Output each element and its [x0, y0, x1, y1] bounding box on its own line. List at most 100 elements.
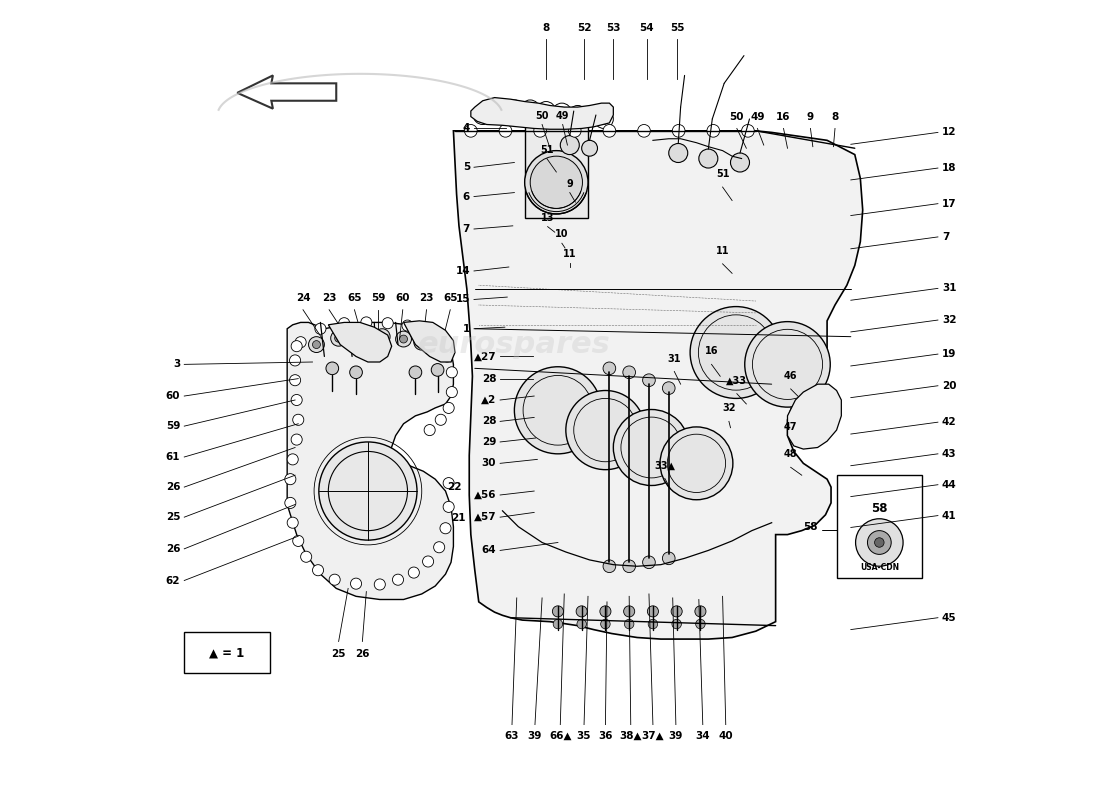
- Circle shape: [292, 341, 302, 352]
- Text: 7: 7: [942, 232, 949, 242]
- Circle shape: [642, 374, 656, 386]
- Text: 23: 23: [322, 294, 337, 303]
- Text: 65: 65: [443, 294, 458, 303]
- Text: 3: 3: [173, 359, 180, 370]
- Text: 48: 48: [784, 450, 798, 459]
- Bar: [837, 475, 922, 578]
- Circle shape: [293, 414, 304, 426]
- Text: 18: 18: [942, 163, 956, 173]
- Circle shape: [623, 366, 636, 378]
- Text: 54: 54: [639, 22, 653, 33]
- Circle shape: [350, 366, 362, 378]
- Circle shape: [374, 329, 390, 345]
- Circle shape: [319, 442, 417, 540]
- Circle shape: [600, 606, 610, 617]
- Text: 26: 26: [355, 650, 370, 659]
- Circle shape: [695, 606, 706, 617]
- Circle shape: [690, 306, 782, 398]
- Text: 30: 30: [482, 458, 496, 468]
- Text: 38▲: 38▲: [619, 731, 642, 741]
- Circle shape: [576, 619, 586, 629]
- Circle shape: [402, 320, 412, 331]
- Circle shape: [331, 330, 346, 346]
- Circle shape: [440, 522, 451, 534]
- Circle shape: [408, 567, 419, 578]
- Circle shape: [355, 330, 365, 340]
- Circle shape: [520, 100, 540, 119]
- Circle shape: [490, 102, 508, 121]
- Polygon shape: [404, 321, 455, 362]
- Text: 5: 5: [463, 162, 470, 172]
- Circle shape: [868, 530, 891, 554]
- Circle shape: [695, 619, 705, 629]
- Circle shape: [509, 104, 520, 115]
- Text: ▲33: ▲33: [726, 376, 747, 386]
- Text: 28: 28: [482, 416, 496, 426]
- Polygon shape: [453, 131, 862, 639]
- Text: 19: 19: [942, 349, 956, 359]
- Circle shape: [584, 107, 603, 126]
- Circle shape: [436, 414, 447, 426]
- Circle shape: [312, 341, 320, 349]
- Circle shape: [801, 402, 829, 430]
- Circle shape: [351, 326, 370, 345]
- Text: 49: 49: [750, 112, 764, 122]
- Text: 17: 17: [942, 198, 957, 209]
- Circle shape: [588, 111, 600, 122]
- Text: 36: 36: [598, 731, 613, 741]
- Circle shape: [287, 517, 298, 528]
- Circle shape: [285, 474, 296, 485]
- Circle shape: [741, 125, 755, 137]
- Circle shape: [525, 104, 536, 115]
- Text: ▲56: ▲56: [474, 490, 496, 500]
- Circle shape: [745, 322, 830, 407]
- Circle shape: [356, 331, 364, 339]
- Bar: [525, 119, 588, 218]
- Circle shape: [289, 374, 300, 386]
- Circle shape: [315, 323, 326, 334]
- Circle shape: [623, 560, 636, 573]
- Text: 39: 39: [528, 731, 542, 741]
- Circle shape: [464, 125, 477, 137]
- Text: 11: 11: [563, 249, 576, 259]
- Circle shape: [393, 574, 404, 586]
- Text: 51: 51: [716, 169, 729, 179]
- Circle shape: [603, 560, 616, 573]
- Text: 55: 55: [670, 22, 684, 33]
- Circle shape: [525, 150, 588, 214]
- Text: 64: 64: [482, 546, 496, 555]
- Text: 8: 8: [542, 22, 550, 33]
- Circle shape: [493, 106, 504, 117]
- Text: 43: 43: [942, 449, 957, 459]
- Text: 50: 50: [536, 110, 549, 121]
- Circle shape: [422, 556, 433, 567]
- Text: 51: 51: [540, 145, 553, 154]
- Text: 4: 4: [463, 123, 470, 134]
- Circle shape: [582, 140, 597, 156]
- Circle shape: [339, 318, 350, 329]
- Text: 66▲: 66▲: [549, 731, 572, 741]
- Text: 41: 41: [942, 510, 957, 521]
- Text: 65: 65: [348, 294, 362, 303]
- Text: 31: 31: [942, 283, 956, 294]
- Text: 9: 9: [807, 112, 814, 122]
- Text: 8: 8: [832, 112, 838, 122]
- Circle shape: [698, 149, 718, 168]
- Circle shape: [557, 107, 568, 118]
- Text: 62: 62: [166, 575, 180, 586]
- Circle shape: [669, 143, 688, 162]
- Text: 39: 39: [669, 731, 683, 741]
- Text: 23: 23: [419, 294, 433, 303]
- Text: eurospares: eurospares: [418, 330, 610, 359]
- Circle shape: [418, 338, 426, 346]
- Text: 26: 26: [166, 544, 180, 554]
- Circle shape: [396, 331, 411, 347]
- Polygon shape: [287, 322, 453, 599]
- Text: 13: 13: [541, 213, 554, 222]
- Circle shape: [378, 333, 386, 341]
- Text: 40: 40: [718, 731, 733, 741]
- Circle shape: [285, 498, 296, 509]
- Circle shape: [300, 551, 311, 562]
- Circle shape: [560, 135, 580, 154]
- Text: 21: 21: [451, 513, 465, 523]
